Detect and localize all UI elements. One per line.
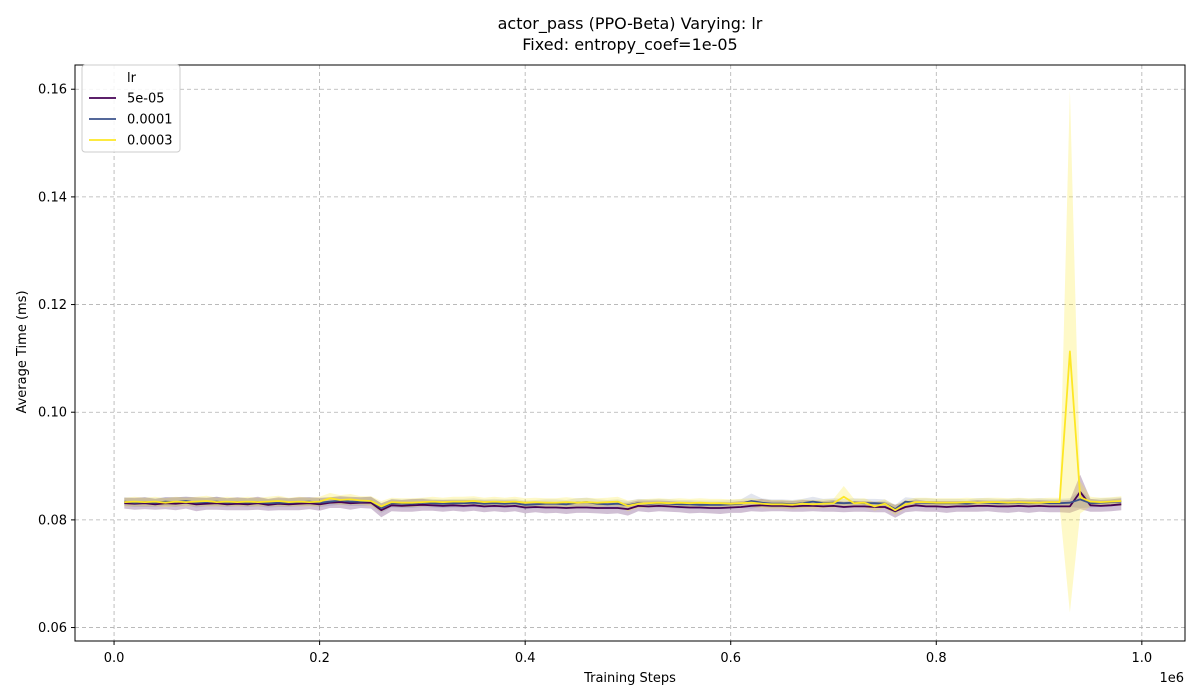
- series-line-0: [124, 490, 1122, 513]
- legend-label-0: 5e-05: [127, 92, 165, 107]
- chart-title-line-1: actor_pass (PPO-Beta) Varying: lr: [498, 14, 763, 34]
- x-tick-label: 0.0: [104, 651, 125, 666]
- y-tick-label: 0.10: [38, 406, 67, 421]
- grid: [75, 65, 1185, 641]
- y-tick-label: 0.12: [38, 298, 67, 313]
- y-tick-label: 0.06: [38, 621, 67, 636]
- y-tick-label: 0.16: [38, 83, 67, 98]
- x-tick-label: 0.6: [720, 651, 741, 666]
- legend-label-2: 0.0003: [127, 134, 173, 149]
- series-lines: [124, 350, 1122, 513]
- legend-box: [81, 64, 181, 153]
- chart-title-line-2: Fixed: entropy_coef=1e-05: [522, 35, 737, 55]
- series-band-1: [124, 490, 1122, 514]
- x-tick-label: 0.8: [926, 651, 947, 666]
- legend-label-1: 0.0001: [127, 113, 173, 128]
- x-axis-label: Training Steps: [583, 671, 676, 686]
- x-tick-label: 1.0: [1131, 651, 1152, 666]
- legend: lr 5e-05 0.0001 0.0003: [81, 64, 181, 153]
- x-axis-offset-text: 1e6: [1159, 671, 1184, 686]
- x-tick-label: 0.4: [515, 651, 536, 666]
- series-line-2: [124, 350, 1122, 512]
- axis-ticks: 0.0 0.2 0.4 0.6 0.8 1.0 0.06 0.08 0.10 0.12 0.14 0.…: [38, 83, 1152, 666]
- plot-area-frame: [74, 64, 1186, 642]
- y-tick-label: 0.08: [38, 513, 67, 528]
- x-tick-label: 0.2: [309, 651, 330, 666]
- legend-title: lr: [127, 71, 137, 86]
- y-axis-label: Average Time (ms): [15, 290, 30, 413]
- y-tick-label: 0.14: [38, 190, 67, 205]
